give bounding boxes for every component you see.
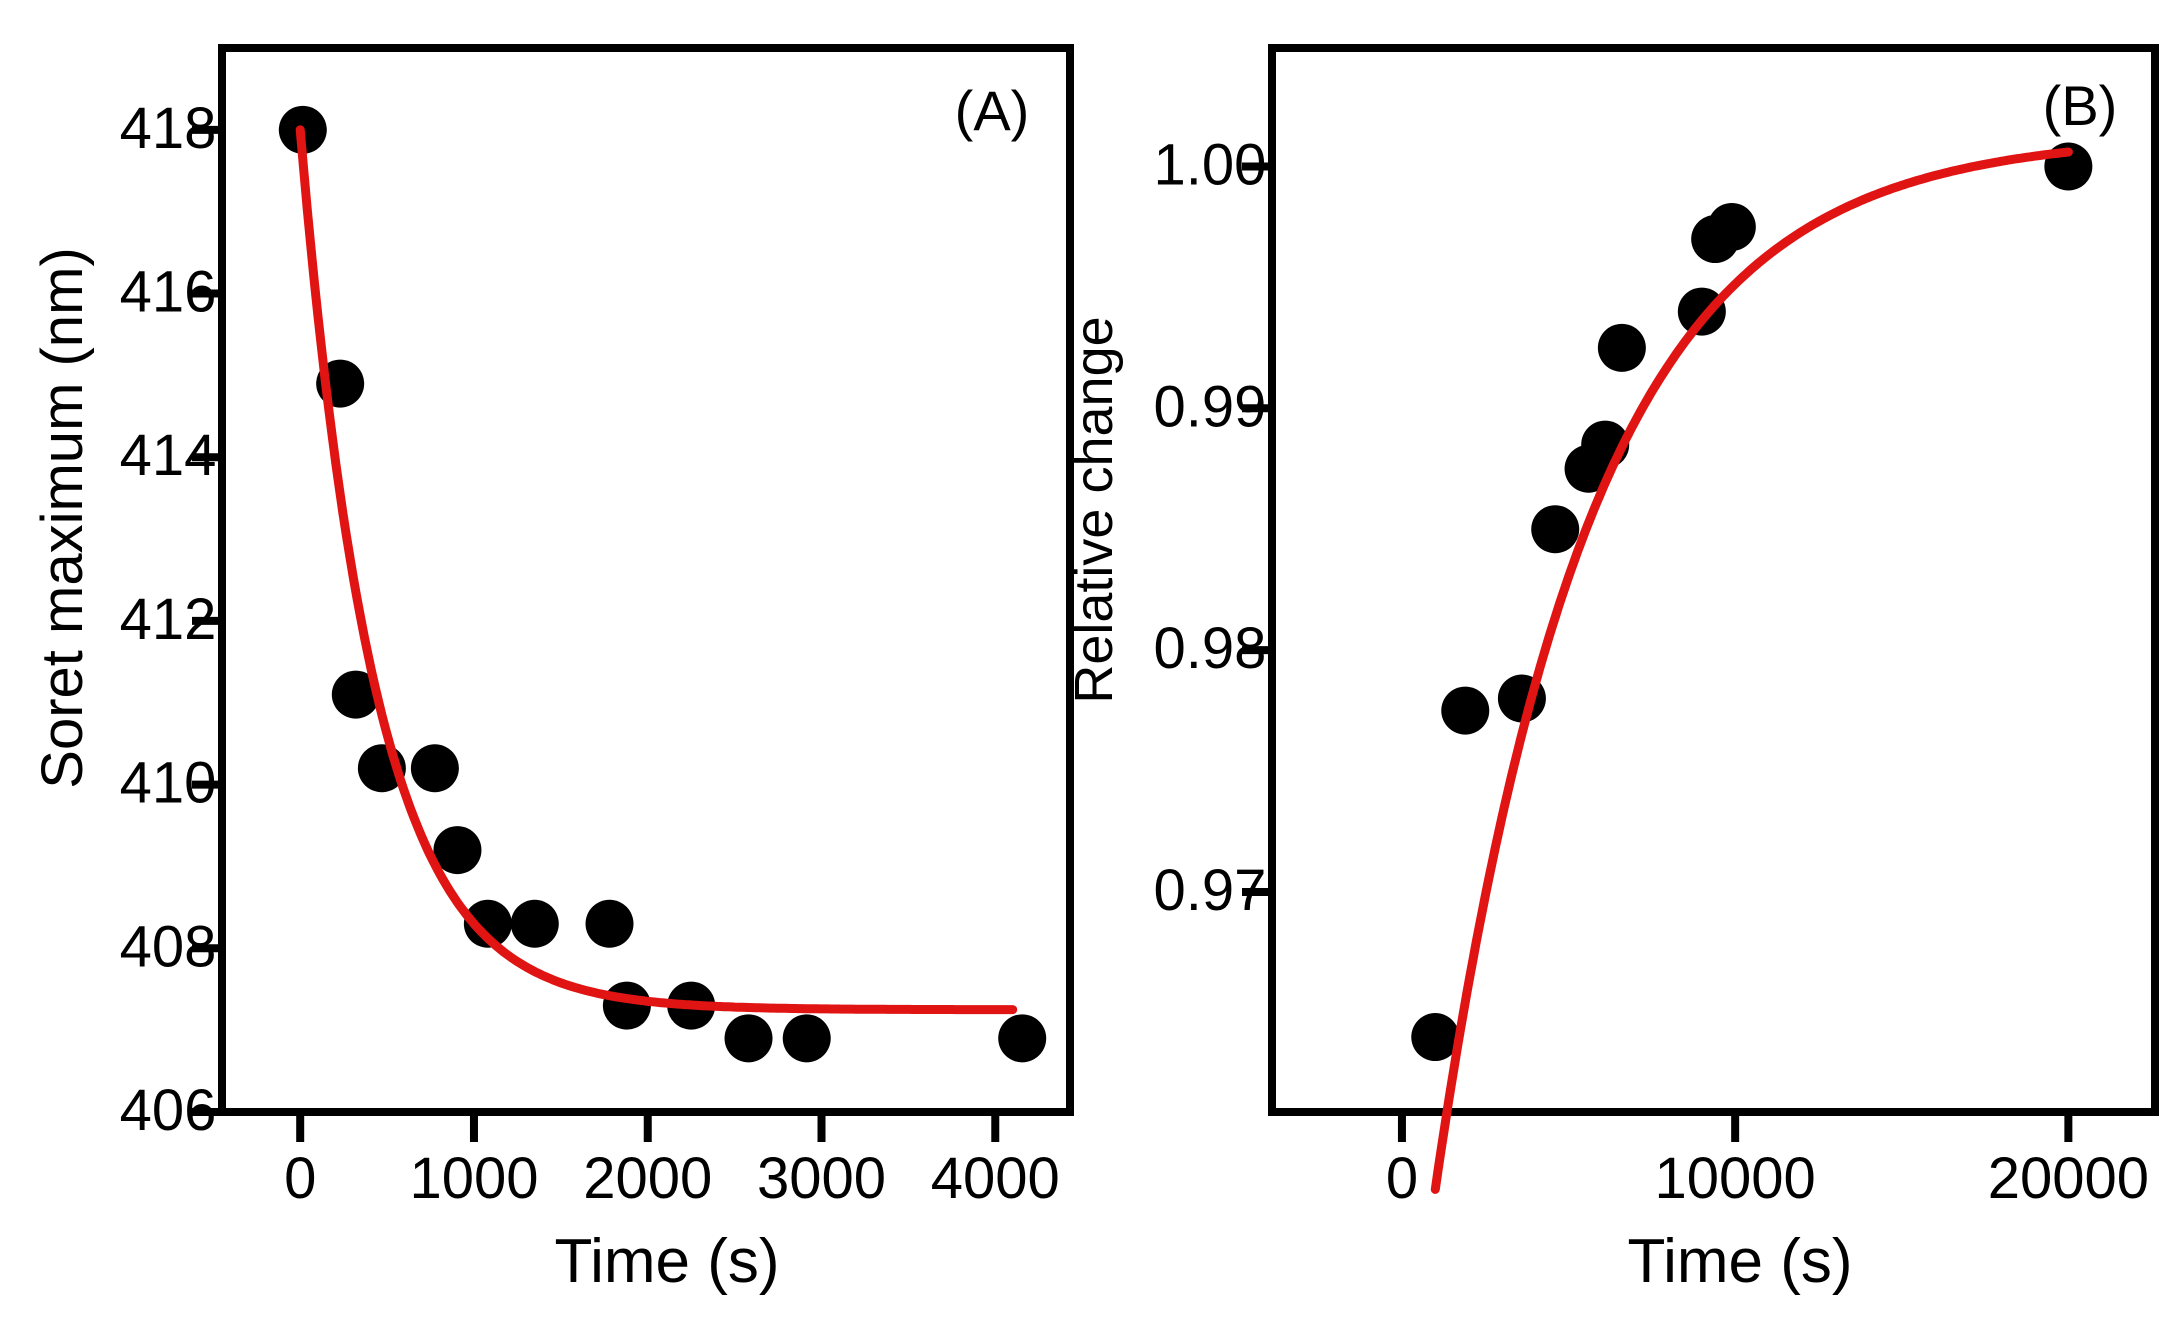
panel-a-y-tick-label: 410 [120, 751, 217, 816]
panel-a-y-axis-label: Soret maximum (nm) [30, 247, 95, 788]
panel-b-x-tick-label: 20000 [1988, 1146, 2149, 1211]
panel-b-y-tick-label: 1.00 [1154, 132, 1267, 197]
panel-a-data-point [433, 826, 482, 875]
panel-b-data-point [1441, 686, 1490, 735]
panel-b-x-tick-label: 0 [1386, 1146, 1418, 1211]
panel-a-data-point [331, 670, 380, 719]
panel-b-data-point [1707, 202, 1756, 251]
panel-a-y-tick-label: 408 [120, 914, 217, 979]
panel-a-y-tick-label: 412 [120, 587, 217, 652]
panel-a-data-point [463, 899, 512, 948]
panel-a-y-tick-label: 416 [120, 260, 217, 325]
panel-b-data-point [1531, 505, 1580, 554]
panel-b-y-tick-label: 0.97 [1154, 858, 1267, 923]
panel-a-data-point [602, 981, 651, 1030]
panel-a-y-tick-label: 406 [120, 1078, 217, 1143]
panel-a-data-point [998, 1014, 1047, 1063]
panel-b-data-point [1597, 323, 1646, 372]
panel-b-x-axis-label: Time (s) [1628, 1227, 1853, 1296]
panel-b-x-tick-label: 10000 [1655, 1146, 1816, 1211]
panel-a-data-point [410, 744, 459, 793]
panel-a-fit-curve [295, 125, 1018, 1015]
panel-b-plot-frame [1268, 44, 2159, 1116]
panel-a-data-point [585, 899, 634, 948]
panel-b-label: (B) [2043, 74, 2118, 137]
panel-b-y-tick-label: 0.99 [1154, 374, 1267, 439]
panel-a-data-point [724, 1014, 773, 1063]
panel-a-y-tick-label: 414 [120, 423, 217, 488]
panel-a-data-point [782, 1014, 831, 1063]
panel-b-data-point [1411, 1013, 1460, 1062]
panel-a-scatter-chart: (A) Time (s) Soret maximum (nm) 406 408 41… [30, 44, 1074, 1296]
panel-b-fit-curve [1430, 147, 2073, 1194]
panel-b-data-point [1677, 287, 1726, 336]
panel-a-x-tick-label: 0 [284, 1146, 316, 1211]
panel-a-x-axis-label: Time (s) [555, 1227, 780, 1296]
panel-a-label: (A) [955, 79, 1030, 142]
panel-a-x-tick-label: 3000 [757, 1146, 886, 1211]
panel-b-y-axis-label: Relative change [1064, 316, 1124, 703]
panel-a-x-tick-label: 4000 [931, 1146, 1060, 1211]
panel-a-x-tick-label: 2000 [583, 1146, 712, 1211]
panel-a-y-tick-label: 418 [120, 96, 217, 161]
panel-b-y-tick-label: 0.98 [1154, 616, 1267, 681]
panel-a-data-point [510, 899, 559, 948]
panel-b-scatter-chart: (B) Time (s) Relative change 0.97 0.98 0.9… [1064, 44, 2159, 1296]
panel-a-x-tick-label: 1000 [409, 1146, 538, 1211]
